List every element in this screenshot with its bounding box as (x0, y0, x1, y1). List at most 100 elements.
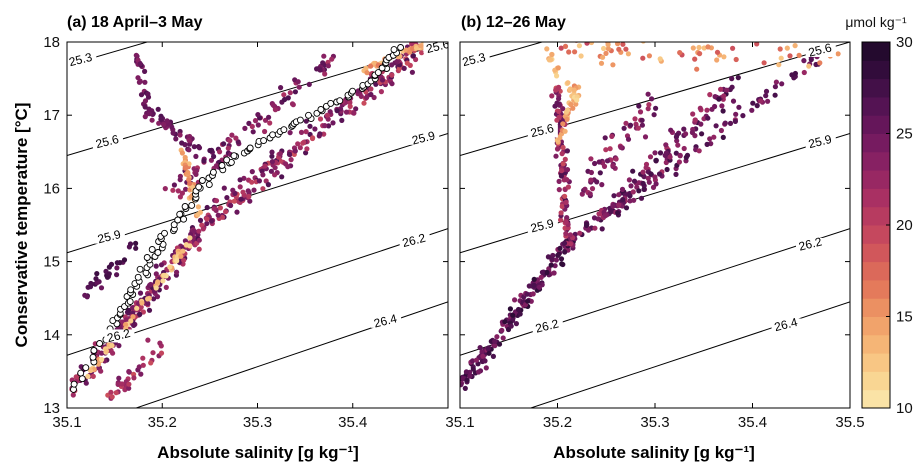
data-point (320, 60, 326, 66)
data-point (761, 60, 767, 66)
isopycnal-label: 25.9 (410, 128, 436, 147)
data-point (108, 389, 114, 395)
data-point (640, 169, 646, 175)
data-point (597, 170, 603, 176)
colorbar-tick-label: 30 (896, 34, 913, 51)
open-circle-point (134, 273, 142, 281)
data-point (85, 373, 91, 379)
data-point (460, 382, 464, 388)
data-point (599, 182, 605, 188)
data-point (225, 145, 231, 151)
data-point (789, 72, 795, 78)
data-point (177, 177, 183, 183)
open-circle-point (230, 152, 238, 160)
data-point (675, 142, 681, 148)
data-point (647, 154, 654, 160)
data-point (561, 240, 568, 246)
data-point (249, 169, 255, 175)
open-circle-point (176, 210, 184, 218)
isopycnal-label: 26.2 (106, 326, 132, 345)
colorbar-cell (862, 170, 890, 189)
data-point (681, 126, 687, 132)
data-point (217, 205, 223, 211)
data-point (677, 50, 683, 56)
data-point (326, 123, 332, 129)
data-point (131, 322, 137, 328)
data-point (161, 121, 167, 127)
data-point (734, 36, 739, 41)
data-point (201, 158, 207, 164)
data-point (696, 148, 702, 154)
data-point (573, 101, 579, 107)
data-point (191, 228, 197, 234)
data-point (94, 271, 100, 277)
data-point (193, 153, 199, 159)
data-point (121, 257, 128, 263)
data-point (721, 93, 727, 99)
data-point (649, 96, 655, 102)
data-point (704, 141, 710, 147)
y-tick-label: 18 (43, 34, 60, 51)
isopycnal-label: 25.3 (461, 50, 487, 69)
open-circle-points-a (70, 44, 405, 393)
data-point (480, 353, 486, 359)
data-point (720, 108, 726, 114)
data-point (162, 186, 168, 192)
data-point (772, 84, 779, 90)
data-point (250, 129, 256, 135)
data-point (667, 154, 673, 160)
data-point (173, 136, 179, 142)
data-point (549, 93, 555, 99)
open-circle-point (296, 116, 304, 124)
data-point (507, 306, 513, 312)
data-point (204, 216, 210, 222)
data-point (740, 113, 746, 119)
data-point (140, 355, 146, 361)
data-point (673, 150, 679, 156)
data-point (524, 291, 530, 297)
data-point (242, 125, 248, 131)
data-point (709, 106, 715, 112)
data-point (197, 217, 204, 223)
isopycnal-label: 25.6 (425, 37, 451, 56)
data-point (138, 92, 145, 98)
data-point (327, 109, 333, 115)
data-point (167, 264, 173, 270)
x-axis-label-b: Absolute salinity [g kg⁻¹] (553, 443, 755, 462)
data-point (142, 98, 149, 104)
open-circle-point (246, 144, 254, 152)
data-point (690, 45, 696, 51)
data-point (544, 269, 550, 276)
data-point (602, 135, 608, 141)
data-point (142, 104, 148, 110)
data-point (463, 369, 469, 375)
data-point (231, 198, 237, 204)
data-point (727, 120, 734, 126)
open-circle-point (327, 99, 335, 107)
data-point (555, 252, 561, 258)
data-point (317, 67, 323, 73)
data-point (401, 65, 407, 71)
data-point (260, 186, 266, 192)
data-point (334, 108, 340, 114)
data-point (817, 60, 823, 66)
data-point (113, 390, 119, 396)
data-point (114, 265, 120, 271)
data-point (601, 45, 607, 52)
data-point (562, 249, 568, 255)
colorbar-ticks: 10 15 20 25 30 (886, 34, 913, 417)
isopycnal-label-bg (399, 234, 430, 248)
data-point (796, 52, 802, 59)
open-circle-point (174, 216, 182, 224)
data-point (564, 116, 570, 122)
colorbar-cells (862, 42, 890, 409)
data-point (99, 356, 105, 363)
data-point (303, 129, 309, 135)
isopycnal-label-bg (371, 314, 402, 328)
data-point (705, 44, 711, 50)
data-point (174, 269, 180, 275)
colorbar-cell (862, 353, 890, 372)
data-point (179, 190, 185, 196)
isopycnal-label-bg (805, 43, 836, 57)
